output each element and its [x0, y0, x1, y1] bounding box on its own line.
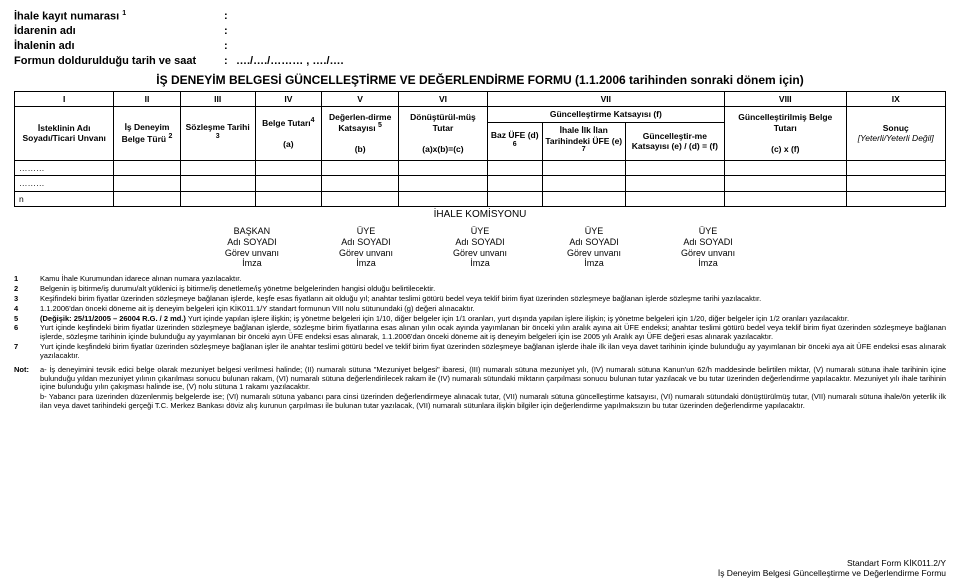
- note-b: b- Yabancı para üzerinden düzenlenmiş be…: [40, 393, 946, 411]
- sig-baskan: BAŞKANAdı SOYADIGörev unvanıİmza: [225, 226, 279, 269]
- col-III: III: [180, 91, 255, 107]
- footer: Standart Form KİK011.2/Y İş Deneyim Belg…: [718, 558, 946, 578]
- hdr-c8: Güncelleştirilmiş Belge Tutarı(c) x (f): [725, 107, 846, 160]
- hdr-l4: Formun doldurulduğu tarih ve saat: [14, 55, 224, 69]
- sig-uye3: ÜYEAdı SOYADIGörev unvanıİmza: [567, 226, 621, 269]
- colon4: :: [224, 55, 236, 69]
- signature-row: BAŞKANAdı SOYADIGörev unvanıİmza ÜYEAdı …: [14, 226, 946, 269]
- hdr-c9: Sonuç[Yeterli/Yeterli Değil]: [846, 107, 945, 160]
- table-row: ………: [15, 176, 946, 192]
- notes-block: 1Kamu İhale Kurumundan idarece alınan nu…: [14, 275, 946, 411]
- col-VII: VII: [487, 91, 724, 107]
- hdr-c2: İş Deneyim Belge Türü 2: [114, 107, 180, 160]
- note-5: (Değişik: 25/11/2005 – 26004 R.G. / 2 md…: [40, 315, 946, 324]
- note-2: Belgenin iş bitirme/iş durumu/alt yüklen…: [40, 285, 946, 294]
- col-I: I: [15, 91, 114, 107]
- hdr-c5: Değerlen-dirme Katsayısı 5(b): [321, 107, 398, 160]
- sig-uye2: ÜYEAdı SOYADIGörev unvanıİmza: [453, 226, 507, 269]
- hdr-l1: İhale kayıt numarası: [14, 11, 119, 23]
- col-VIII: VIII: [725, 91, 846, 107]
- note-a: a- İş deneyimini tevsik edici belge olar…: [40, 366, 946, 393]
- note-3: Keşifindeki birim fiyatlar üzerinden söz…: [40, 295, 946, 304]
- hdr-c6: Dönüştürül-müş Tutar(a)x(b)=(c): [399, 107, 487, 160]
- hdr-c1: İsteklinin Adı Soyadı/Ticari Unvanı: [15, 107, 114, 160]
- sig-uye1: ÜYEAdı SOYADIGörev unvanıİmza: [339, 226, 393, 269]
- col-IX: IX: [846, 91, 945, 107]
- hdr-c7: Güncelleştirme Katsayısı (f): [487, 107, 724, 123]
- colon2: :: [224, 25, 236, 39]
- colon1: :: [224, 10, 236, 24]
- note-7: Yurt içinde keşfindeki birim fiyatlar üz…: [40, 343, 946, 361]
- note-4: 1.1.2006'dan önceki döneme ait iş deneyi…: [40, 305, 946, 314]
- form-title: İŞ DENEYİM BELGESİ GÜNCELLEŞTİRME VE DEĞ…: [14, 73, 946, 88]
- row2-c1: ………: [15, 176, 114, 192]
- note-6: Yurt içinde keşfindeki birim fiyatlar üz…: [40, 324, 946, 342]
- hdr-c7b: İhale İlk İlan Tarihindeki ÜFE (e) 7: [542, 122, 625, 160]
- col-V: V: [321, 91, 398, 107]
- footer-a: Standart Form KİK011.2/Y: [718, 558, 946, 568]
- hdr-l4val: …./…./……… , …./….: [236, 55, 344, 69]
- hdr-l2: İdarenin adı: [14, 25, 224, 39]
- col-VI: VI: [399, 91, 487, 107]
- hdr-l3: İhalenin adı: [14, 40, 224, 54]
- table-row: ………: [15, 160, 946, 176]
- hdr-l1sup: 1: [122, 10, 126, 17]
- main-table: I II III IV V VI VII VIII IX İsteklinin …: [14, 91, 946, 208]
- row1-c1: ………: [15, 160, 114, 176]
- col-IV: IV: [255, 91, 321, 107]
- colon3: :: [224, 40, 236, 54]
- hdr-c7c: Güncelleştir-me Katsayısı (e) / (d) = (f…: [625, 122, 724, 160]
- sig-uye4: ÜYEAdı SOYADIGörev unvanıİmza: [681, 226, 735, 269]
- hdr-c3: Sözleşme Tarihi 3: [180, 107, 255, 160]
- table-row: n: [15, 191, 946, 207]
- note-1: Kamu İhale Kurumundan idarece alınan num…: [40, 275, 946, 284]
- row3-c1: n: [15, 191, 114, 207]
- col-II: II: [114, 91, 180, 107]
- hdr-c7a: Baz ÜFE (d) 6: [487, 122, 542, 160]
- komisyon-title: İHALE KOMİSYONU: [14, 209, 946, 222]
- hdr-c4: Belge Tutarı4(a): [255, 107, 321, 160]
- footer-b: İş Deneyim Belgesi Güncelleştirme ve Değ…: [718, 568, 946, 578]
